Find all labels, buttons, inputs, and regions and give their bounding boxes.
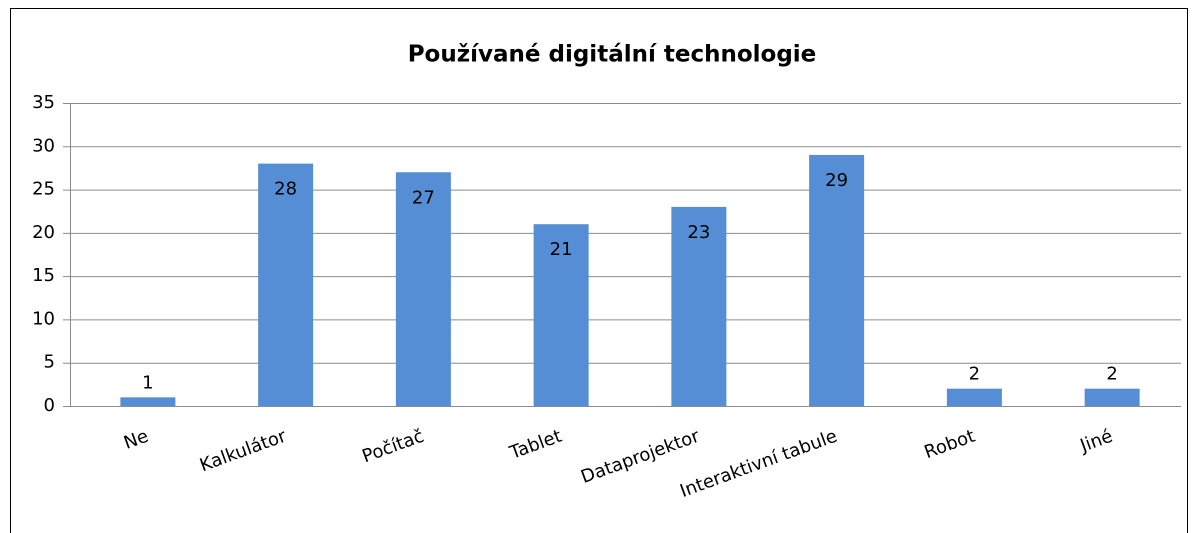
x-tick-label: Dataprojektor xyxy=(578,425,703,487)
y-tick-label: 10 xyxy=(32,308,55,329)
y-tick-label: 0 xyxy=(44,395,55,416)
y-tick-label: 25 xyxy=(32,179,55,200)
data-label: 23 xyxy=(687,222,710,243)
data-label: 2 xyxy=(969,364,980,385)
x-tick-label: Počítač xyxy=(359,426,426,468)
x-tick-label: Ne xyxy=(121,426,151,454)
x-tick-label: Kalkulátor xyxy=(197,425,290,476)
bar xyxy=(258,163,314,406)
bar xyxy=(395,172,451,406)
y-tick-label: 35 xyxy=(32,92,55,113)
bar xyxy=(533,224,589,406)
y-tick-label: 5 xyxy=(44,352,55,373)
x-tick-label: Jiné xyxy=(1077,426,1116,457)
chart-frame xyxy=(10,8,1188,533)
y-tick-label: 20 xyxy=(32,222,55,243)
data-label: 27 xyxy=(412,187,435,208)
bar xyxy=(809,154,865,406)
y-tick-label: 30 xyxy=(32,135,55,156)
chart-title: Používané digitální technologie xyxy=(408,42,817,68)
y-tick-label: 15 xyxy=(32,265,55,286)
data-label: 21 xyxy=(550,239,573,260)
x-tick-label: Robot xyxy=(922,426,978,464)
data-label: 28 xyxy=(274,179,297,200)
x-tick-label: Interaktivní tabule xyxy=(677,426,840,502)
bar xyxy=(671,206,727,406)
data-label: 2 xyxy=(1106,364,1117,385)
data-label: 1 xyxy=(142,372,153,393)
data-label: 29 xyxy=(825,170,848,191)
bar xyxy=(1084,388,1140,406)
bar xyxy=(946,388,1002,406)
bar xyxy=(120,397,176,406)
x-tick-label: Tablet xyxy=(506,426,564,464)
